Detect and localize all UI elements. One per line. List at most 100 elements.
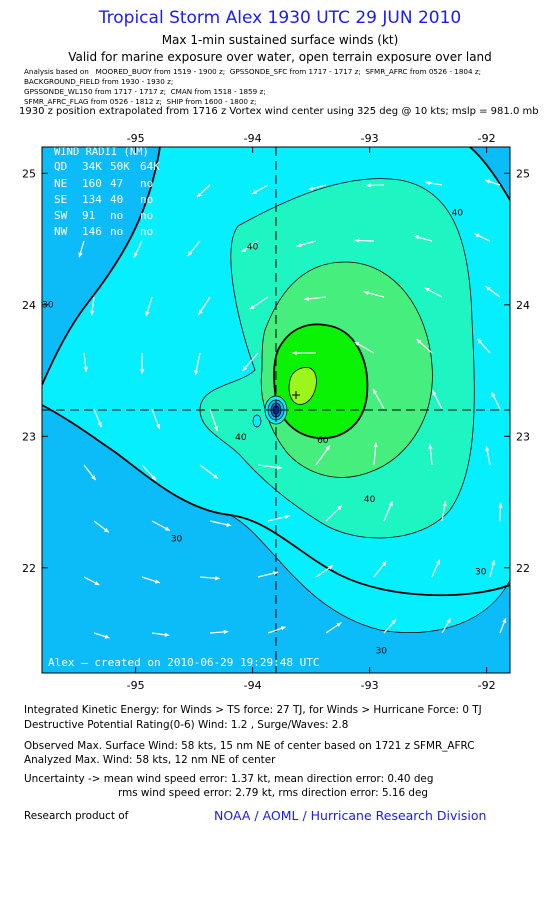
wind-vector-head bbox=[381, 561, 387, 567]
uncertainty-rms-line: rms wind speed error: 2.79 kt, rms direc… bbox=[118, 787, 428, 799]
wind-radii-cell: 91 bbox=[82, 209, 95, 222]
wind-vector-head bbox=[485, 446, 490, 452]
wind-vector-head bbox=[373, 389, 378, 395]
wind-radii-title: WIND RADII (NM) bbox=[54, 146, 149, 158]
wind-radii-cell: 40 bbox=[110, 193, 123, 206]
wind-vector-head bbox=[196, 192, 202, 198]
y-tick-label-right: 22 bbox=[516, 562, 530, 575]
contour-34-south bbox=[42, 404, 510, 597]
contour-34-west bbox=[42, 147, 161, 386]
wind-vector-head bbox=[292, 350, 297, 356]
contour-label: 40 bbox=[452, 208, 464, 218]
wind-radii-header-cell: QD bbox=[54, 160, 67, 173]
y-tick-label-right: 24 bbox=[516, 299, 530, 312]
chart-footer-text: Alex — created on 2010-06-29 19:29:48 UT… bbox=[48, 656, 320, 669]
wind-vector-head bbox=[354, 341, 360, 347]
wind-radii-cell: no bbox=[140, 193, 153, 206]
wind-vector-head bbox=[164, 632, 170, 637]
wind-vector-head bbox=[491, 392, 496, 398]
contour-label: 40 bbox=[247, 243, 259, 253]
wind-radii-table: WIND RADII (NM) QD 34K 50K 64K NE 160 47 no SE 134… bbox=[54, 146, 160, 238]
analysis-line: BACKGROUND_FIELD from 1930 - 1930 z; bbox=[24, 77, 174, 86]
wind-vector-head bbox=[213, 426, 219, 432]
x-tick-label-bottom: -93 bbox=[361, 679, 379, 692]
position-line: 1930 z position extrapolated from 1716 z… bbox=[19, 106, 539, 117]
contour-label: 40 bbox=[364, 495, 376, 505]
y-tick-label-left: 24 bbox=[22, 299, 36, 312]
wind-vector-head bbox=[91, 475, 96, 481]
wind-vector-head bbox=[213, 474, 219, 479]
wind-vector-head bbox=[325, 445, 331, 451]
wind-vector-head bbox=[133, 252, 138, 258]
wind-vector-head bbox=[414, 235, 420, 240]
wind-radii-header-cell: 34K bbox=[82, 160, 102, 173]
analysis-line: Analysis based on MOORED_BUOY from 1519 … bbox=[24, 67, 482, 76]
contour-34-ne bbox=[469, 147, 510, 201]
wind-radii-cell: SE bbox=[54, 193, 67, 206]
wind-vector-head bbox=[223, 629, 229, 635]
wind-vector-head bbox=[83, 367, 88, 372]
wind-vector-head bbox=[474, 233, 480, 238]
wind-vector-head bbox=[424, 287, 430, 292]
wind-radii-header-cell: 50K bbox=[110, 160, 130, 173]
wind-vector-head bbox=[94, 581, 100, 586]
wind-vector-head bbox=[215, 576, 220, 581]
analyzed-max-line: Analyzed Max. Wind: 58 kts, 12 nm NE of … bbox=[24, 754, 276, 766]
wind-radii-cell: NW bbox=[54, 225, 68, 238]
wind-radii-cell: 146 bbox=[82, 225, 102, 238]
wind-vector-head bbox=[249, 304, 255, 310]
wind-radii-cell: no bbox=[110, 209, 123, 222]
wind-vector-head bbox=[388, 501, 393, 507]
wind-vector-head bbox=[328, 565, 334, 570]
contour-label: 30 bbox=[42, 300, 54, 310]
wind-vector-head bbox=[485, 286, 491, 291]
y-tick-label-right: 25 bbox=[516, 167, 530, 180]
wind-vector-head bbox=[226, 522, 232, 527]
research-label: Research product of bbox=[24, 810, 129, 822]
wind-radii-cell: 134 bbox=[82, 193, 102, 206]
wind-vector-head bbox=[284, 514, 290, 519]
wind-vector-head bbox=[363, 290, 369, 295]
x-tick-label-bottom: -94 bbox=[244, 679, 262, 692]
page-subtitle: Max 1-min sustained surface winds (kt) bbox=[161, 33, 399, 47]
x-tick-label-bottom: -92 bbox=[478, 679, 496, 692]
wind-vector-head bbox=[252, 189, 258, 194]
y-tick-label-left: 23 bbox=[22, 430, 36, 443]
wind-vector-head bbox=[90, 310, 95, 316]
wind-vector-head bbox=[194, 370, 199, 375]
wind-radii-cell: no bbox=[140, 177, 153, 190]
wind-radii-cell: 47 bbox=[110, 177, 123, 190]
x-tick-label-top: -94 bbox=[244, 132, 262, 145]
wind-vector-head bbox=[273, 571, 278, 576]
contour-label: 40 bbox=[235, 433, 247, 443]
x-tick-label-top: -93 bbox=[361, 132, 379, 145]
region-60-65 bbox=[273, 323, 369, 439]
wind-vectors bbox=[78, 179, 507, 639]
observed-max-line: Observed Max. Surface Wind: 58 kts, 15 n… bbox=[24, 740, 475, 752]
wind-vector-head bbox=[425, 180, 431, 186]
wind-vector-head bbox=[336, 622, 342, 627]
wind-vector-head bbox=[296, 242, 302, 248]
wind-radii-cell: NE bbox=[54, 177, 67, 190]
wind-vector-head bbox=[354, 238, 360, 243]
storm-eye bbox=[252, 395, 288, 428]
wind-vector-head bbox=[151, 475, 157, 481]
wind-radii-header-cell: 64K bbox=[140, 160, 160, 173]
wind-radii-cell: no bbox=[140, 209, 153, 222]
wind-vector-head bbox=[308, 186, 314, 191]
page-title: Tropical Storm Alex 1930 UTC 29 JUN 2010 bbox=[98, 8, 462, 28]
axis-ticks: -95 -95 -94 -94 -93 -93 -92 -92 22 22 23 23 24 24 25 25 bbox=[22, 132, 530, 692]
wind-vector-head bbox=[428, 444, 433, 449]
credit-link[interactable]: NOAA / AOML / Hurricane Research Divisio… bbox=[214, 808, 487, 823]
wind-vector-head bbox=[373, 442, 378, 448]
plot-frame bbox=[41, 146, 511, 674]
uncertainty-line: Uncertainty -> mean wind speed error: 1.… bbox=[24, 773, 434, 785]
wind-vector-head bbox=[277, 465, 282, 470]
wind-vector-head bbox=[154, 579, 160, 584]
x-tick-label-bottom: -95 bbox=[127, 679, 145, 692]
wind-vector-head bbox=[485, 179, 491, 184]
analysis-line: SFMR_AFRC_FLAG from 0526 - 1812 z; SHIP … bbox=[24, 97, 257, 106]
wind-vector-head bbox=[145, 311, 150, 317]
wind-vector-head bbox=[442, 501, 447, 507]
wind-radii-cell: no bbox=[110, 225, 123, 238]
